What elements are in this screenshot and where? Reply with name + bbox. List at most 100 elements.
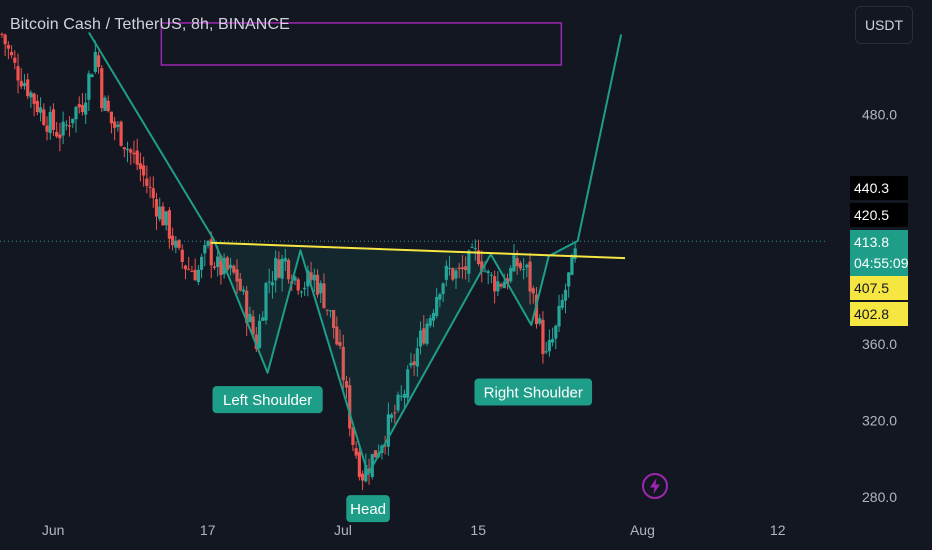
candle-body <box>154 199 159 217</box>
candle-body <box>451 268 455 280</box>
candle-body <box>90 74 94 78</box>
candle-body <box>142 165 146 176</box>
candle-body <box>332 309 336 329</box>
candlestick-series <box>0 32 577 491</box>
candle-body <box>38 107 43 113</box>
candle-body <box>341 346 345 381</box>
candle-body <box>286 259 291 280</box>
price-axis-label[interactable] <box>850 176 908 200</box>
candle-body <box>315 274 320 295</box>
candle-body <box>58 134 62 139</box>
candle-body <box>338 342 342 346</box>
candle-body <box>16 66 20 81</box>
candle-body <box>473 248 477 250</box>
candle-body <box>264 282 268 321</box>
candle-body <box>3 34 7 45</box>
candle-body <box>67 125 72 127</box>
price-axis-label-text: 440.3 <box>854 180 889 196</box>
candle-body <box>29 92 33 98</box>
candle-body <box>129 149 133 153</box>
price-axis-label[interactable] <box>850 203 908 227</box>
price-axis-label[interactable] <box>850 276 908 300</box>
candle-body <box>219 255 223 276</box>
candle-body <box>499 284 503 287</box>
candle-body <box>444 265 448 280</box>
y-axis-tick-label: 360.0 <box>862 336 897 352</box>
x-axis-tick-label: Jul <box>334 522 352 538</box>
candle-body <box>547 340 551 352</box>
candle-body <box>505 278 510 285</box>
candle-body <box>428 318 432 326</box>
candle-body <box>480 261 484 272</box>
candle-body <box>270 282 275 286</box>
neckline[interactable] <box>210 241 626 260</box>
candle-body <box>164 211 168 226</box>
candle-body <box>180 249 184 263</box>
currency-button[interactable]: USDT <box>855 6 913 44</box>
candle-body <box>206 241 210 246</box>
candle-body <box>393 412 397 414</box>
candle-body <box>544 351 548 353</box>
candle-body <box>470 246 474 248</box>
candle-body <box>438 294 442 300</box>
candle-body <box>235 269 239 282</box>
price-axis-label-text: 407.5 <box>854 280 889 296</box>
candle-body <box>541 319 545 355</box>
candle-body <box>476 250 481 264</box>
candle-body <box>457 267 461 270</box>
candle-body <box>19 80 23 87</box>
candle-body <box>415 348 419 367</box>
candle-body <box>554 325 558 339</box>
pattern-label-box[interactable] <box>474 378 593 406</box>
candle-body <box>183 265 188 270</box>
candle-body <box>0 33 4 35</box>
candle-body <box>534 294 539 325</box>
candle-body <box>303 287 307 290</box>
candle-body <box>422 328 426 344</box>
candle-body <box>570 255 574 275</box>
candle-body <box>309 272 313 280</box>
candle-body <box>522 268 526 270</box>
candle-body <box>96 55 101 68</box>
target-zone-box[interactable] <box>160 22 563 66</box>
candle-body <box>364 464 368 482</box>
candle-body <box>100 68 104 109</box>
candle-body <box>80 105 85 113</box>
candle-body <box>460 267 465 270</box>
candle-body <box>283 258 287 262</box>
pattern-label-box[interactable] <box>212 386 323 414</box>
candle-body <box>177 240 181 248</box>
price-axis-label[interactable] <box>850 302 908 326</box>
candle-body <box>274 258 278 281</box>
candle-body <box>42 109 46 125</box>
candle-body <box>216 256 220 267</box>
candle-body <box>212 266 217 268</box>
candle-body <box>158 206 162 220</box>
price-axis-label[interactable] <box>850 230 908 276</box>
candle-body <box>277 259 281 278</box>
candle-body <box>489 274 494 276</box>
candle-body <box>383 445 387 447</box>
candle-body <box>116 124 120 127</box>
candle-body <box>171 235 175 246</box>
candle-body <box>563 289 568 301</box>
candle-body <box>209 239 213 266</box>
candle-body <box>515 258 519 267</box>
candle-body <box>254 334 258 350</box>
candle-body <box>425 323 429 344</box>
pattern-path-line[interactable] <box>88 31 623 476</box>
pattern-label: Right Shoulder <box>484 385 583 402</box>
lightning-bolt-icon[interactable] <box>641 472 669 500</box>
candle-body <box>251 316 255 335</box>
candle-body <box>167 210 171 239</box>
candle-body <box>573 248 577 259</box>
pattern-label-box[interactable] <box>346 495 390 523</box>
candle-body <box>467 250 471 274</box>
candle-body <box>464 266 468 271</box>
candle-body <box>193 269 197 281</box>
candle-body <box>106 100 110 112</box>
candle-body <box>550 338 555 343</box>
candle-body <box>528 261 532 292</box>
candle-body <box>151 188 155 199</box>
